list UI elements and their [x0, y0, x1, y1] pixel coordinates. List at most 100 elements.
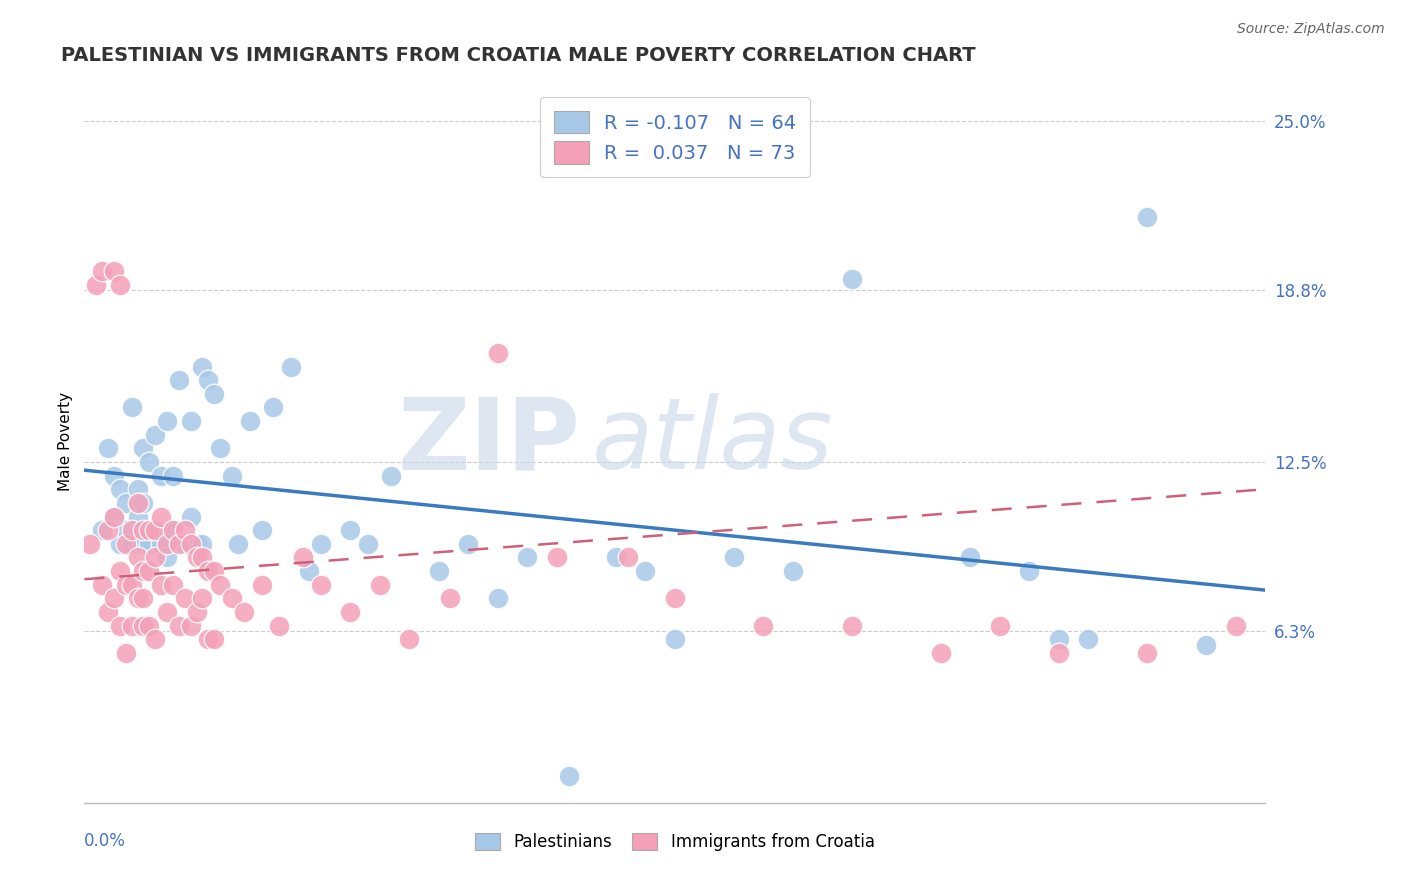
Point [226, 537, 249, 551]
Point [262, 401, 284, 415]
Point [138, 455, 160, 469]
Point [197, 373, 219, 387]
Point [132, 537, 155, 551]
Text: 0.0%: 0.0% [84, 831, 127, 850]
Point [108, 618, 131, 632]
Point [167, 537, 190, 551]
Point [127, 496, 149, 510]
Point [162, 523, 184, 537]
Point [162, 577, 184, 591]
Point [752, 618, 775, 632]
Text: PALESTINIAN VS IMMIGRANTS FROM CROATIA MALE POVERTY CORRELATION CHART: PALESTINIAN VS IMMIGRANTS FROM CROATIA M… [60, 45, 976, 65]
Legend: Palestinians, Immigrants from Croatia: Palestinians, Immigrants from Croatia [467, 825, 883, 860]
Point [1077, 632, 1099, 647]
Point [486, 591, 509, 606]
Point [841, 618, 863, 632]
Point [221, 591, 243, 606]
Point [239, 414, 262, 428]
Point [457, 537, 479, 551]
Point [173, 537, 195, 551]
Point [186, 605, 208, 619]
Point [180, 509, 202, 524]
Point [143, 427, 166, 442]
Point [103, 509, 125, 524]
Point [121, 577, 143, 591]
Point [180, 618, 202, 632]
Point [127, 550, 149, 565]
Point [156, 550, 179, 565]
Point [186, 537, 208, 551]
Point [1225, 618, 1247, 632]
Point [91, 577, 114, 591]
Point [380, 468, 402, 483]
Point [557, 768, 579, 782]
Point [97, 442, 120, 456]
Point [486, 346, 509, 360]
Point [127, 509, 149, 524]
Point [439, 591, 461, 606]
Point [132, 591, 155, 606]
Point [138, 618, 160, 632]
Point [1136, 210, 1159, 224]
Point [605, 550, 627, 565]
Point [156, 414, 179, 428]
Point [143, 523, 166, 537]
Point [1195, 638, 1218, 652]
Point [191, 550, 214, 565]
Point [269, 618, 291, 632]
Point [202, 632, 225, 647]
Point [664, 591, 686, 606]
Point [132, 496, 155, 510]
Point [173, 591, 195, 606]
Point [138, 564, 160, 578]
Point [191, 537, 214, 551]
Point [988, 618, 1011, 632]
Point [114, 577, 136, 591]
Point [91, 264, 114, 278]
Text: Source: ZipAtlas.com: Source: ZipAtlas.com [1237, 22, 1385, 37]
Point [79, 537, 101, 551]
Point [368, 577, 391, 591]
Point [121, 523, 143, 537]
Point [121, 401, 143, 415]
Point [127, 537, 149, 551]
Point [280, 359, 302, 374]
Point [841, 272, 863, 286]
Point [782, 564, 804, 578]
Point [156, 605, 179, 619]
Point [150, 468, 173, 483]
Point [291, 550, 314, 565]
Point [103, 468, 125, 483]
Point [173, 523, 195, 537]
Y-axis label: Male Poverty: Male Poverty [58, 392, 73, 491]
Point [309, 577, 332, 591]
Point [143, 550, 166, 565]
Point [221, 468, 243, 483]
Point [108, 277, 131, 292]
Point [103, 509, 125, 524]
Point [97, 605, 120, 619]
Point [108, 482, 131, 496]
Point [1047, 646, 1070, 660]
Point [339, 605, 361, 619]
Point [309, 537, 332, 551]
Point [929, 646, 952, 660]
Point [191, 591, 214, 606]
Point [114, 523, 136, 537]
Point [357, 537, 380, 551]
Point [250, 523, 273, 537]
Point [127, 591, 149, 606]
Point [114, 646, 136, 660]
Point [180, 414, 202, 428]
Point [197, 632, 219, 647]
Point [1136, 646, 1159, 660]
Point [664, 632, 686, 647]
Point [232, 605, 254, 619]
Point [97, 523, 120, 537]
Point [1018, 564, 1040, 578]
Point [546, 550, 568, 565]
Point [1047, 632, 1070, 647]
Point [121, 537, 143, 551]
Point [202, 387, 225, 401]
Point [167, 618, 190, 632]
